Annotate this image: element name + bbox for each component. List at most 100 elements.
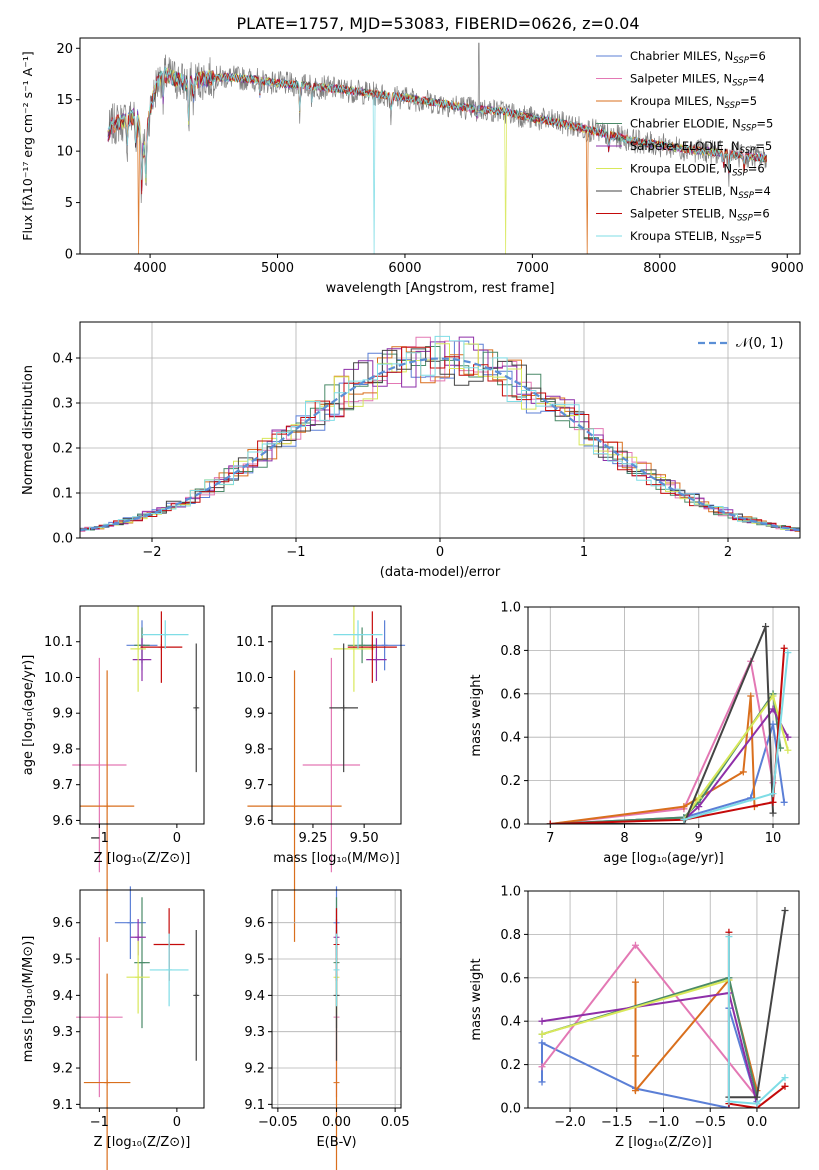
y-tick-label: 0.4 — [52, 352, 73, 367]
data-point — [784, 649, 792, 657]
y-tick-label: 0.0 — [500, 1102, 521, 1117]
mass-weight-line — [541, 1007, 758, 1108]
y-tick-label: 1.0 — [500, 885, 521, 900]
data-point — [769, 790, 777, 798]
y-tick-label: 9.6 — [244, 916, 265, 931]
mass-weight-line — [727, 936, 786, 1105]
mass-weight-line — [550, 648, 786, 824]
data-point — [784, 733, 792, 741]
y-tick-label: 20 — [56, 42, 73, 57]
data-point — [538, 1017, 546, 1025]
mass-weight-line — [541, 979, 730, 1036]
data-point — [546, 820, 554, 824]
x-axis-label: E(B-V) — [316, 1135, 356, 1150]
x-tick-label: 0 — [436, 545, 444, 560]
data-point — [753, 1093, 761, 1101]
x-tick-label: −1 — [90, 1115, 109, 1130]
y-tick-label: 9.2 — [52, 1062, 73, 1077]
data-point — [631, 941, 639, 949]
mass-weight-line — [550, 626, 774, 824]
y-tick-label: 10.0 — [236, 671, 265, 686]
x-tick-label: 8000 — [643, 261, 676, 276]
data-point — [333, 1079, 340, 1086]
x-tick-label: 0.0 — [747, 1115, 768, 1130]
spectrum-lines — [107, 42, 767, 254]
legend: Chabrier MILES, NSSP=6 Salpeter MILES, NS… — [596, 49, 773, 246]
data-point — [139, 959, 145, 966]
y-tick-label: 9.2 — [244, 1062, 265, 1077]
data-point — [769, 720, 777, 728]
y-tick-label: 0.4 — [500, 1015, 521, 1030]
data-point — [104, 803, 111, 810]
data-point — [781, 1082, 789, 1090]
x-tick-label: 4000 — [134, 261, 167, 276]
y-axis-label: age [log₁₀(age/yr)] — [21, 655, 36, 776]
axes-frame — [527, 606, 800, 825]
normal-curve — [80, 357, 800, 532]
x-tick-label: 0 — [173, 1115, 181, 1130]
y-tick-label: 0 — [65, 248, 73, 263]
y-tick-label: 10.0 — [44, 671, 73, 686]
x-axis-label: age [log₁₀(age/yr)] — [603, 851, 724, 866]
data-point — [127, 919, 134, 926]
data-point — [538, 1078, 546, 1086]
data-point — [784, 746, 792, 754]
data-point — [104, 1079, 111, 1086]
y-tick-label: 0.8 — [500, 644, 521, 659]
mass-weight-line — [550, 691, 782, 824]
x-tick-label: −1.0 — [648, 1115, 680, 1130]
x-tick-label: 9.25 — [298, 831, 327, 846]
x-tick-label: −2.0 — [554, 1115, 586, 1130]
data-point — [96, 762, 103, 769]
data-point — [747, 692, 755, 700]
x-axis-label: mass [log₁₀(M/M⊙)] — [273, 851, 400, 866]
mass-weight-line — [683, 652, 789, 821]
model-spectrum — [107, 66, 767, 254]
x-axis-label: wavelength [Angstrom, rest frame] — [326, 281, 555, 296]
x-tick-label: 0.05 — [381, 1115, 410, 1130]
y-tick-label: 0.6 — [500, 687, 521, 702]
x-tick-label: −0.05 — [258, 1115, 298, 1130]
y-tick-label: 9.5 — [244, 953, 265, 968]
data-point — [135, 974, 142, 981]
mass-weight-line — [541, 991, 758, 1104]
x-tick-label: 9 — [695, 831, 703, 846]
y-tick-label: 9.3 — [244, 1025, 265, 1040]
y-tick-label: 9.6 — [52, 814, 73, 829]
histograms — [80, 335, 800, 533]
data-point — [725, 1097, 733, 1105]
y-tick-label: 9.8 — [244, 742, 265, 757]
x-axis-label: Z [log₁₀(Z/Z⊙)] — [94, 851, 191, 866]
data-point — [291, 803, 298, 810]
plot-age-mass: 9.25 9.50 9.6 9.7 9.8 9.9 10.0 10.1 mass [log₁₀(… — [236, 605, 406, 942]
plot-mass-ebv: −0.05 0.00 0.05 9.1 9.2 9.3 9.4 9.5 9.6 E(B-V) — [244, 886, 410, 1170]
y-tick-label: 9.8 — [52, 742, 73, 757]
y-tick-label: 10.1 — [236, 635, 265, 650]
axes-frame — [79, 889, 205, 1109]
data-point — [781, 1074, 789, 1082]
y-tick-label: 9.1 — [52, 1098, 73, 1113]
data-point — [781, 907, 789, 915]
y-axis-label: mass weight — [469, 674, 484, 756]
y-tick-label: 9.1 — [244, 1098, 265, 1113]
data-point — [166, 966, 173, 973]
y-tick-label: 0.2 — [500, 1058, 521, 1073]
data-point — [333, 966, 340, 973]
y-tick-label: 5 — [65, 196, 73, 211]
y-tick-label: 9.7 — [52, 778, 73, 793]
x-tick-label: 5000 — [261, 261, 294, 276]
data-point — [739, 768, 747, 776]
data-point — [762, 623, 770, 631]
y-tick-label: 9.4 — [52, 989, 73, 1004]
y-tick-label: 9.3 — [52, 1025, 73, 1040]
data-point — [328, 762, 335, 769]
legend-label: Chabrier MILES, NSSP=6 — [630, 49, 766, 66]
legend-label: Salpeter STELIB, NSSP=6 — [630, 207, 770, 224]
axes-frame — [79, 605, 205, 825]
y-tick-label: 9.5 — [52, 953, 73, 968]
y-axis-label: Flux [fλ10⁻¹⁷ erg cm⁻² s⁻¹ A⁻¹] — [20, 51, 35, 240]
x-tick-label: 10 — [765, 831, 782, 846]
y-axis-label: Normed distribution — [21, 365, 36, 495]
x-tick-label: −1.5 — [601, 1115, 633, 1130]
data-point — [753, 1100, 761, 1108]
